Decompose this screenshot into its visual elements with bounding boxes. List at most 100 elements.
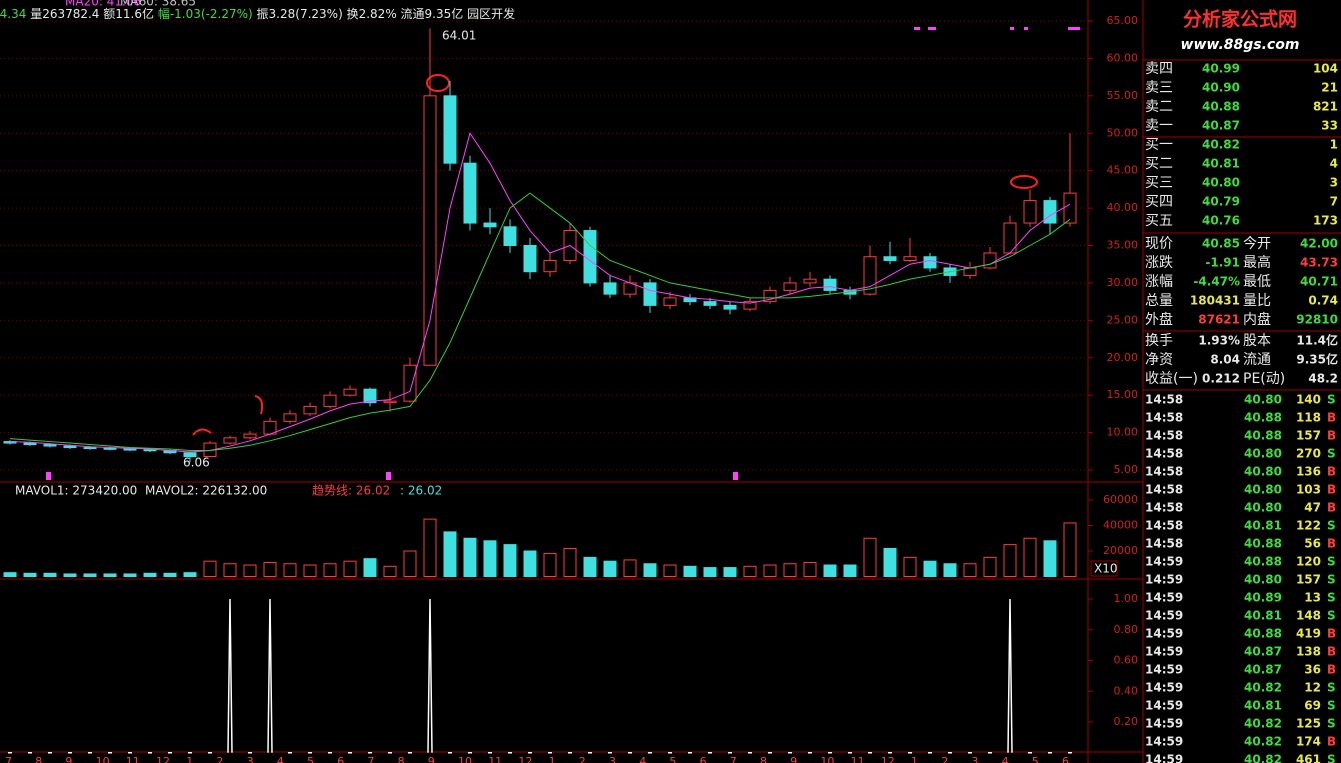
volume-bar: [583, 556, 597, 577]
stat-label: 流通: [1243, 352, 1271, 368]
candle-body: [803, 278, 817, 284]
stat-label: 最低: [1243, 274, 1271, 290]
trade-side: B: [1327, 537, 1336, 551]
candle-body: [743, 301, 757, 310]
stat-label: 涨幅: [1145, 274, 1173, 290]
book-price: 40.82: [1202, 138, 1240, 152]
y-tick-label: 55.00: [1107, 89, 1139, 102]
candle-body: [323, 394, 337, 407]
trade-side: S: [1327, 717, 1336, 731]
trade-side: S: [1327, 393, 1336, 407]
stat-value: 9.35亿: [1296, 352, 1338, 367]
y-tick-label: 25.00: [1107, 313, 1139, 326]
trade-time: 14:58: [1145, 465, 1183, 479]
volume-bar: [683, 565, 697, 577]
trade-time: 14:59: [1145, 663, 1183, 677]
mavol2-label: MAVOL2: 226132.00: [145, 484, 267, 498]
trade-time: 14:58: [1145, 483, 1183, 497]
trade-volume: 103: [1296, 483, 1321, 497]
trade-volume: 36: [1304, 663, 1321, 677]
stat-value: -4.47%: [1193, 275, 1240, 289]
volume-bar: [223, 563, 237, 577]
stat-value: 40.71: [1300, 275, 1338, 289]
ma20-label: MA20: 41.06: [65, 0, 141, 9]
trade-volume: 120: [1296, 555, 1321, 569]
candle-body: [783, 282, 797, 291]
y-tick-label: 20000: [1103, 544, 1138, 557]
trade-side: B: [1327, 627, 1336, 641]
quote-item: 园区开发: [467, 6, 515, 21]
volume-bar: [163, 572, 177, 577]
trade-volume: 47: [1304, 501, 1321, 515]
y-tick-label: 20.00: [1107, 351, 1139, 364]
stat-value: 40.85: [1202, 237, 1240, 251]
volume-bar: [563, 547, 577, 578]
book-volume: 21: [1321, 81, 1338, 95]
trade-volume: 174: [1296, 735, 1321, 749]
ma-line: [9, 132, 1071, 453]
trade-price: 40.81: [1244, 609, 1282, 623]
volume-bar: [103, 573, 117, 578]
volume-bar: [323, 563, 337, 577]
x-tick-label: 5: [307, 755, 314, 763]
volume-bar: [503, 544, 517, 577]
volume-bar: [203, 560, 217, 578]
candle-body: [403, 364, 417, 402]
volume-bar: [1063, 522, 1077, 578]
stat-label: 现价: [1145, 236, 1173, 252]
markers: [46, 27, 1080, 480]
trade-price: 40.80: [1244, 573, 1282, 587]
x-tick-label: 7: [367, 755, 374, 763]
x-tick-label: 6: [337, 755, 344, 763]
volume-bar: [23, 572, 37, 577]
candle-body: [763, 289, 777, 303]
trade-price: 40.82: [1244, 753, 1282, 763]
x-tick-label: 7: [5, 755, 12, 763]
trade-time: 14:59: [1145, 609, 1183, 623]
trend-label-2: : 26.02: [400, 484, 442, 498]
candle-body: [303, 405, 317, 415]
volume-bar: [243, 564, 257, 578]
trade-side: S: [1327, 591, 1336, 605]
trade-time: 14:59: [1145, 681, 1183, 695]
volume-bar: [783, 563, 797, 577]
candle-body: [143, 449, 157, 452]
book-price: 40.99: [1202, 62, 1240, 76]
book-label: 买五: [1145, 213, 1173, 229]
stat-value: 92810: [1296, 313, 1338, 327]
x-tick-label: 11: [126, 755, 140, 763]
signal-spike: [267, 598, 273, 753]
stat-label: 今开: [1243, 236, 1271, 252]
candle-body: [923, 256, 937, 269]
trade-volume: 12: [1304, 681, 1321, 695]
y-tick-label: 60000: [1103, 493, 1138, 506]
trade-time: 14:58: [1145, 429, 1183, 443]
volume-bar: [623, 559, 637, 577]
x-tick-label: 3: [609, 755, 616, 763]
book-label: 卖三: [1145, 80, 1173, 96]
trade-time: 14:59: [1145, 627, 1183, 641]
book-volume: 4: [1330, 157, 1338, 171]
volume-bar: [343, 560, 357, 578]
candle-body: [423, 95, 437, 366]
book-price: 40.88: [1202, 100, 1240, 114]
candle-body: [483, 222, 497, 228]
x-tick-label: 9: [65, 755, 72, 763]
candle-body: [343, 388, 357, 396]
volume-bar: [763, 564, 777, 578]
quote-item: 额11.6亿: [103, 6, 154, 21]
quote-item: 流通9.35亿: [401, 6, 464, 21]
x-tick-label: 10: [96, 755, 110, 763]
volume-bar: [703, 567, 717, 578]
stat-label: 净资: [1145, 352, 1173, 368]
trade-price: 40.87: [1244, 645, 1282, 659]
trade-side: B: [1327, 735, 1336, 749]
volume-bar: [723, 567, 737, 578]
trade-time: 14:59: [1145, 753, 1183, 763]
book-price: 40.79: [1202, 195, 1240, 209]
candle-body: [983, 252, 997, 269]
volume-bar: [883, 547, 897, 578]
book-label: 买四: [1145, 194, 1173, 210]
stat-value: -1.91: [1205, 256, 1240, 270]
trade-price: 40.89: [1244, 591, 1282, 605]
